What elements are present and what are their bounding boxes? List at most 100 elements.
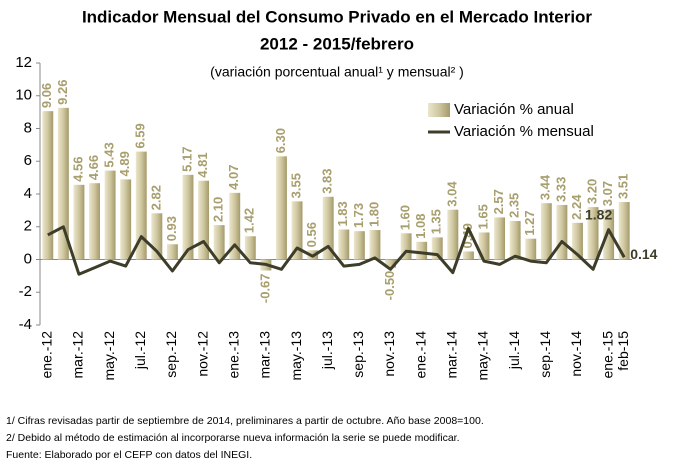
y-tick-label: 8 [24, 119, 32, 136]
bar-label: 0.93 [164, 216, 179, 241]
bar-label: 1.27 [522, 210, 537, 235]
y-tick-label: 2 [24, 218, 32, 235]
bar-label: 0.56 [304, 222, 319, 247]
chart-subtitle: 2012 - 2015/febrero [260, 34, 414, 53]
x-tick-label: jul.-12 [132, 331, 148, 370]
x-tick-label: ene.-14 [412, 331, 428, 379]
bar-label: 4.07 [226, 165, 241, 190]
x-tick-label: ene.-12 [38, 331, 54, 379]
bar-label: -0.50 [382, 271, 397, 301]
bar-label: 3.55 [288, 173, 303, 198]
bar-label: 3.33 [553, 177, 568, 202]
y-tick-label: -4 [19, 316, 32, 333]
bar [229, 192, 241, 260]
bar-label: 3.04 [444, 181, 459, 207]
bar [369, 230, 381, 260]
bar [135, 151, 147, 260]
bar [462, 251, 474, 260]
bar-label: -0.67 [257, 273, 272, 303]
bar-label: 2.24 [569, 194, 584, 220]
x-tick-label: mar.-13 [257, 331, 273, 379]
footnote: 2/ Debido al método de estimación al inc… [6, 432, 460, 444]
bar-label: 2.10 [211, 197, 226, 222]
bar [556, 204, 568, 260]
x-tick-label: nov.-13 [381, 331, 397, 377]
y-tick-label: 10 [15, 87, 32, 104]
bar [166, 244, 178, 260]
bar [494, 217, 506, 260]
x-tick-label: may.-12 [101, 331, 117, 381]
bar-label: 3.83 [320, 168, 335, 193]
x-tick-label: sep.-13 [350, 331, 366, 378]
bar-label: 5.43 [102, 142, 117, 167]
bar [572, 222, 583, 260]
bar-label: 1.60 [398, 205, 413, 230]
bar-label: 6.59 [133, 123, 148, 148]
y-tick-label: 0 [24, 250, 32, 267]
bar [416, 241, 428, 260]
x-tick-label: jul.-14 [506, 331, 522, 370]
x-tick-label: nov.-12 [194, 331, 210, 377]
line [47, 225, 626, 276]
bar-label: 2.35 [507, 193, 522, 218]
x-tick-label: mar.-12 [70, 331, 86, 379]
x-tick-label: jul.-13 [319, 331, 335, 370]
bar [400, 233, 412, 260]
bar [73, 184, 85, 260]
bar [104, 170, 116, 260]
footnote: 1/ Cifras revisadas partir de septiembre… [6, 415, 484, 427]
bar-label: 9.06 [39, 83, 54, 108]
bar [525, 238, 537, 260]
x-tick-label: ene.-13 [225, 331, 241, 379]
bar-label: 1.35 [429, 209, 444, 234]
x-tick-label: mar.-14 [444, 331, 460, 379]
x-tick-label: ene.-15 [599, 331, 615, 379]
bar-label: 1.73 [351, 203, 366, 228]
bar-label: 3.51 [616, 174, 631, 199]
bar [618, 202, 630, 260]
bar-label: 1.08 [413, 214, 428, 239]
y-tick-label: -2 [19, 283, 32, 300]
x-tick-label: may.-14 [475, 331, 491, 381]
bar [385, 259, 396, 268]
bar-label: 5.17 [179, 147, 194, 172]
x-tick-label: sep.-14 [537, 331, 553, 378]
bar-label: 1.83 [335, 201, 350, 226]
x-tick-label: may.-13 [288, 331, 304, 381]
bar [198, 180, 210, 260]
bar [120, 179, 132, 260]
bar [509, 221, 521, 260]
bar-label: 2.82 [148, 185, 163, 210]
chart-title: Indicador Mensual del Consumo Privado en… [82, 7, 592, 26]
bar [353, 231, 365, 260]
line-label: 1.82 [585, 206, 612, 222]
bar [42, 111, 54, 260]
bar-label: 2.57 [491, 189, 506, 214]
y-tick-label: 4 [24, 185, 32, 202]
bar-label: 3.44 [538, 174, 553, 200]
bar-label: 4.81 [195, 152, 210, 177]
bar [151, 213, 163, 260]
bar-label: 1.80 [366, 202, 381, 227]
bar [291, 201, 303, 260]
x-tick-label: sep.-12 [163, 331, 179, 378]
bar [478, 232, 490, 260]
bar-label: 4.89 [117, 151, 132, 176]
x-tick-label: feb-15 [615, 331, 631, 371]
y-tick-label: 12 [15, 54, 32, 71]
bar [89, 183, 100, 260]
bar [213, 225, 225, 260]
bar-label: 4.56 [70, 157, 85, 182]
bar-label: 6.30 [273, 128, 288, 153]
bar-label: 3.20 [584, 179, 599, 204]
bar [447, 209, 459, 260]
legend-label: Variación % mensual [454, 123, 594, 140]
bar-label: 1.42 [242, 208, 257, 233]
bar [182, 174, 194, 260]
bar [540, 203, 552, 260]
bar [431, 237, 443, 260]
bar [338, 229, 350, 260]
bar-label: 9.26 [55, 80, 70, 105]
chart-note: (variación porcentual anual¹ y mensual² … [210, 64, 464, 80]
bar [322, 196, 334, 260]
